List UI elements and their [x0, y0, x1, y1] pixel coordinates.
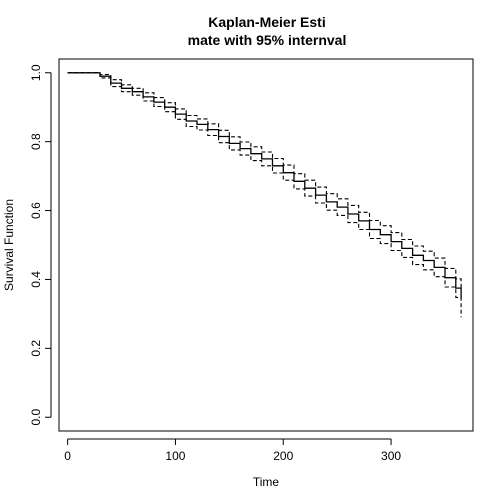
chart-title-line-1: Kaplan-Meier Esti	[208, 14, 325, 30]
y-tick-label: 0.2	[29, 340, 43, 357]
y-tick-label: 1.0	[29, 64, 43, 81]
y-tick-label: 0.6	[29, 202, 43, 219]
x-axis-label: Time	[253, 475, 280, 489]
x-tick-label: 0	[64, 449, 71, 463]
series-upper-95	[67, 72, 462, 290]
chart-title-line-2: mate with 95% internval	[188, 32, 347, 48]
x-tick-label: 100	[165, 449, 185, 463]
x-axis: 0 100 200 300	[64, 438, 401, 463]
y-axis-label: Survival Function	[2, 199, 16, 291]
series-estimate	[67, 72, 462, 299]
y-tick-label: 0.0	[29, 409, 43, 426]
plot-box	[58, 58, 474, 432]
x-tick-label: 300	[381, 449, 401, 463]
series-layer	[67, 72, 462, 318]
series-lower-95	[67, 72, 462, 318]
y-tick-label: 0.4	[29, 271, 43, 288]
x-tick-label: 200	[273, 449, 293, 463]
y-tick-label: 0.8	[29, 133, 43, 150]
y-axis: 0.0 0.2 0.4 0.6 0.8 1.0	[29, 64, 52, 426]
